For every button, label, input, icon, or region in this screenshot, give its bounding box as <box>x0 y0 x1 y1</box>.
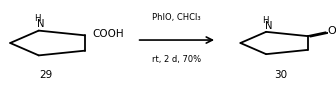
Text: H: H <box>34 14 40 23</box>
Text: COOH: COOH <box>92 29 124 39</box>
Text: 29: 29 <box>39 70 52 80</box>
Text: N: N <box>265 21 272 31</box>
Text: rt, 2 d, 70%: rt, 2 d, 70% <box>152 55 201 64</box>
Text: O: O <box>327 26 336 36</box>
Text: H: H <box>262 16 268 25</box>
Text: PhIO, CHCl₃: PhIO, CHCl₃ <box>152 13 201 22</box>
Text: 30: 30 <box>274 70 287 80</box>
Text: N: N <box>37 19 44 29</box>
